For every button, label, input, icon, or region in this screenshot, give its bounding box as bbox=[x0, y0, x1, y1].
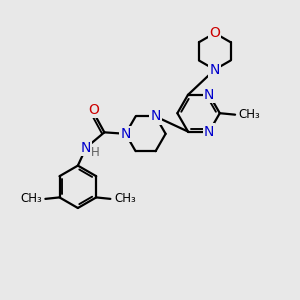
Text: N: N bbox=[210, 63, 220, 76]
Text: H: H bbox=[91, 146, 100, 159]
Text: N: N bbox=[204, 88, 214, 102]
Text: O: O bbox=[88, 103, 100, 117]
Text: N: N bbox=[150, 110, 161, 124]
Text: N: N bbox=[81, 141, 91, 154]
Text: CH₃: CH₃ bbox=[114, 192, 136, 206]
Text: CH₃: CH₃ bbox=[20, 192, 42, 206]
Text: O: O bbox=[209, 26, 220, 40]
Text: N: N bbox=[120, 127, 131, 141]
Text: N: N bbox=[204, 124, 214, 139]
Text: CH₃: CH₃ bbox=[238, 108, 260, 121]
